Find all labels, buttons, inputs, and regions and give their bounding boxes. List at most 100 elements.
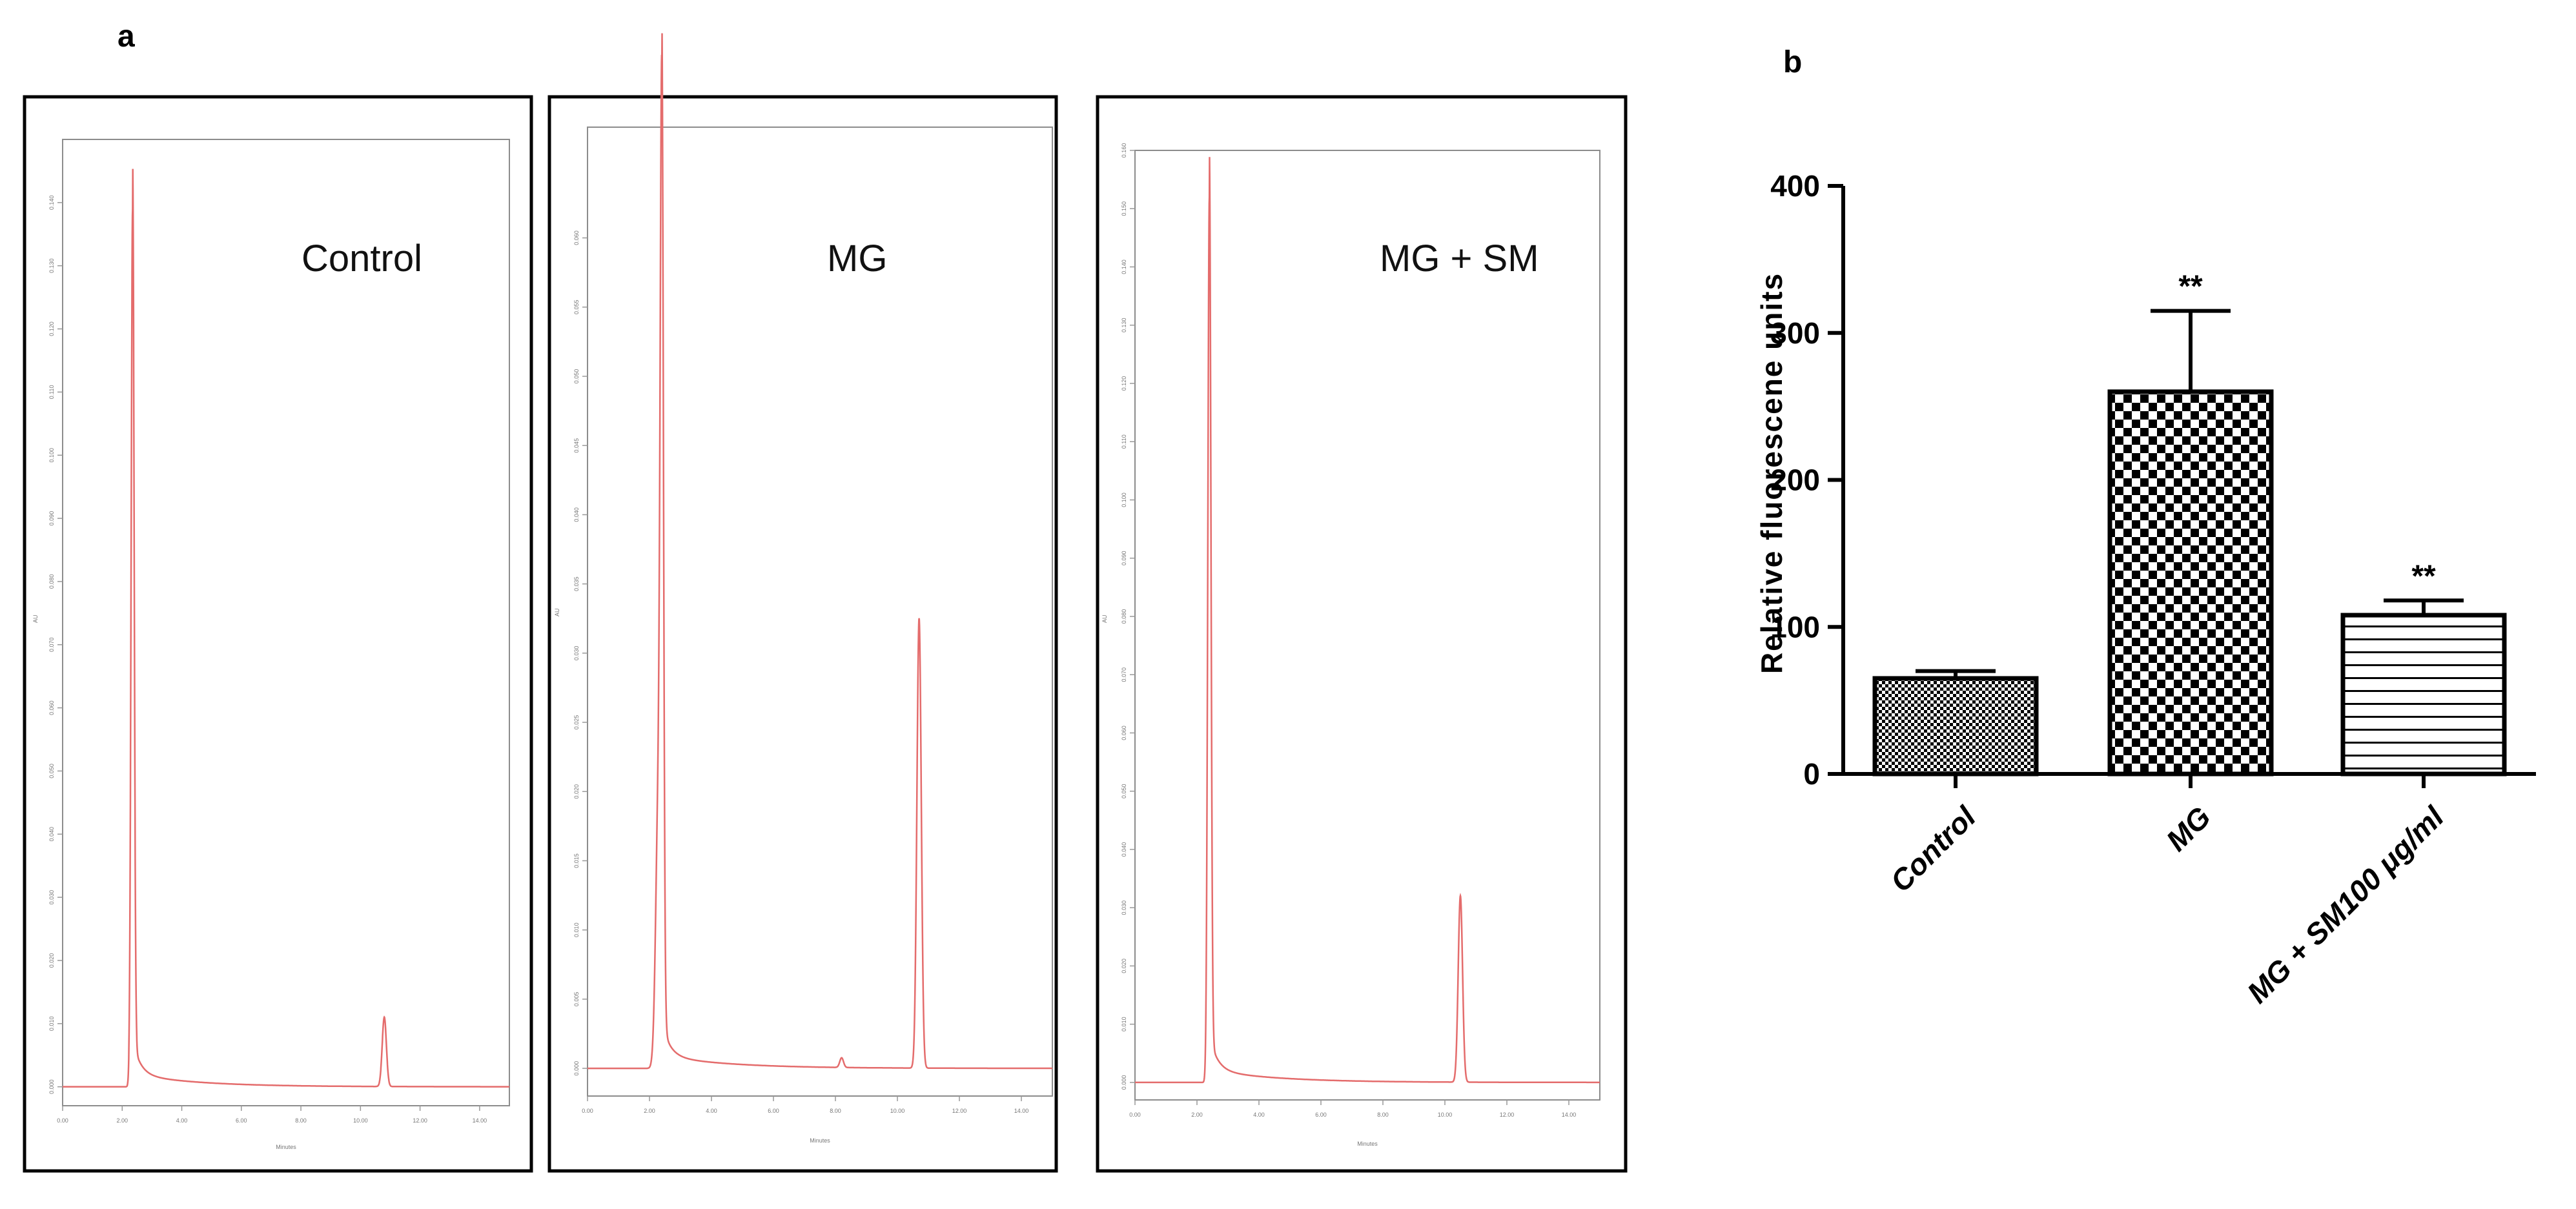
- chromatogram-control-xlabel: Minutes: [276, 1144, 296, 1150]
- chromatogram-mg-y-ticks: 0.000 0.005 0.010 0.015 0.020 0.025 0.030 0.035…: [573, 230, 588, 1075]
- y-tick-label: 0.130: [1121, 318, 1127, 332]
- y-tick-label: 0.000: [48, 1079, 55, 1094]
- y-tick-label: 0.030: [1121, 900, 1127, 915]
- y-tick-label: 0.035: [573, 576, 580, 591]
- y-tick-label: 0.090: [48, 511, 55, 526]
- x-tick-label: 0.00: [582, 1108, 593, 1114]
- y-tick-label: 0.140: [48, 196, 55, 210]
- y-tick-label: 0.030: [573, 646, 580, 661]
- bar-chart-y-tick-label: 200: [1770, 463, 1820, 497]
- chromatogram-mg: 0.000 0.005 0.010 0.015 0.020 0.025 0.030 0.035…: [547, 33, 1058, 1173]
- y-tick-label: 0.040: [48, 827, 55, 842]
- y-tick-label: 0.050: [1121, 784, 1127, 798]
- bar-chart-y-tick-label: 0: [1803, 757, 1820, 791]
- bar-chart-bar: [2340, 613, 2507, 777]
- y-tick-label: 0.020: [48, 953, 55, 968]
- x-tick-label: 4.00: [1253, 1112, 1265, 1118]
- x-tick-label: 10.00: [890, 1108, 905, 1114]
- x-tick-label: 14.00: [473, 1117, 487, 1124]
- chromatogram-mg-sm-border: [1096, 95, 1628, 1173]
- y-tick-label: 0.070: [48, 637, 55, 652]
- y-tick-label: 0.080: [1121, 609, 1127, 624]
- x-tick-label: 6.00: [1315, 1112, 1327, 1118]
- y-tick-label: 0.110: [48, 385, 55, 399]
- x-tick-label: 8.00: [830, 1108, 841, 1114]
- y-tick-label: 0.100: [48, 448, 55, 463]
- bar-chart-bar: [2107, 389, 2274, 777]
- y-tick-label: 0.130: [48, 258, 55, 273]
- panel-a-letter: a: [118, 19, 135, 54]
- x-tick-label: 2.00: [1191, 1112, 1203, 1118]
- chromatogram-mg-ylabel: AU: [554, 608, 560, 616]
- y-tick-label: 0.060: [48, 700, 55, 715]
- bar-chart-significance: **: [2178, 270, 2203, 304]
- y-tick-label: 0.045: [573, 438, 580, 453]
- y-tick-label: 0.055: [573, 300, 580, 314]
- y-tick-label: 0.120: [1121, 376, 1127, 391]
- y-tick-label: 0.040: [1121, 842, 1127, 857]
- y-tick-label: 0.100: [1121, 493, 1127, 507]
- bar-chart-bars: ** **: [1872, 270, 2507, 777]
- bar-chart-y-ticks: 0 100 200 300 400: [1770, 169, 1843, 791]
- bar-chart: Relative fluorescene units 0 100 200 300 400…: [1755, 169, 2536, 1010]
- y-tick-label: 0.000: [573, 1061, 580, 1076]
- y-tick-label: 0.090: [1121, 551, 1127, 565]
- y-tick-label: 0.020: [1121, 959, 1127, 973]
- y-tick-label: 0.005: [573, 992, 580, 1007]
- chromatogram-mg-border: [547, 95, 1058, 1173]
- bar-chart-y-tick-label: 300: [1770, 316, 1820, 350]
- x-tick-label: 12.00: [1500, 1112, 1515, 1118]
- chromatogram-control-border: [23, 95, 533, 1173]
- chromatogram-control: 0.000 0.010 0.020 0.030 0.040 0.050 0.060 0.070…: [23, 95, 533, 1173]
- y-tick-label: 0.050: [573, 369, 580, 384]
- y-tick-label: 0.160: [1121, 143, 1127, 158]
- chromatogram-control-ylabel: AU: [32, 615, 39, 623]
- x-tick-label: 6.00: [236, 1117, 247, 1124]
- bar-chart-ylabel: Relative fluorescene units: [1755, 272, 1788, 674]
- chromatogram-control-x-ticks: 0.00 2.00 4.00 6.00 8.00 10.00 12.00 14.00: [57, 1106, 487, 1124]
- y-tick-label: 0.140: [1121, 259, 1127, 274]
- y-tick-label: 0.120: [48, 321, 55, 336]
- chromatogram-mg-sm-plot-frame: [1134, 150, 1600, 1101]
- y-tick-label: 0.030: [48, 890, 55, 905]
- y-tick-label: 0.025: [573, 715, 580, 730]
- chromatogram-mg-plot-frame: [587, 127, 1053, 1097]
- bar-chart-significance: **: [2411, 559, 2436, 593]
- chromatogram-mg-sm-x-ticks: 0.00 2.00 4.00 6.00 8.00 10.00 12.00 14.00: [1129, 1100, 1576, 1118]
- y-tick-label: 0.040: [573, 507, 580, 522]
- y-tick-label: 0.070: [1121, 667, 1127, 682]
- panel-b-letter: b: [1783, 45, 1802, 79]
- bar-chart-category-label: MG: [2160, 800, 2217, 857]
- y-tick-label: 0.050: [48, 764, 55, 778]
- chromatogram-mg-xlabel: Minutes: [810, 1137, 830, 1144]
- x-tick-label: 14.00: [1562, 1112, 1577, 1118]
- chromatogram-mg-sm-title: MG + SM: [1380, 238, 1539, 279]
- chromatogram-mg-title: MG: [827, 238, 887, 279]
- bar-chart-x-labels: Control MG MG + SM100 μg/ml: [1884, 774, 2451, 1010]
- x-tick-label: 14.00: [1014, 1108, 1029, 1114]
- y-tick-label: 0.010: [573, 922, 580, 937]
- chromatogram-mg-sm-xlabel: Minutes: [1357, 1141, 1378, 1147]
- chromatogram-mg-sm: 0.000 0.010 0.020 0.030 0.040 0.050 0.060 0.070…: [1096, 95, 1628, 1173]
- y-tick-label: 0.015: [573, 853, 580, 868]
- bar-chart-bar: [1872, 676, 2039, 777]
- x-tick-label: 12.00: [413, 1117, 427, 1124]
- x-tick-label: 2.00: [644, 1108, 655, 1114]
- y-tick-label: 0.060: [573, 230, 580, 245]
- chromatogram-mg-sm-y-ticks: 0.000 0.010 0.020 0.030 0.040 0.050 0.060 0.070…: [1121, 143, 1135, 1090]
- bar-chart-category-label: MG + SM100 μg/ml: [2240, 799, 2451, 1010]
- x-tick-label: 10.00: [353, 1117, 368, 1124]
- chromatogram-control-plot-frame: [62, 139, 510, 1106]
- y-tick-label: 0.110: [1121, 434, 1127, 449]
- y-tick-label: 0.060: [1121, 726, 1127, 740]
- x-tick-label: 4.00: [176, 1117, 188, 1124]
- y-tick-label: 0.010: [48, 1017, 55, 1031]
- y-tick-label: 0.150: [1121, 201, 1127, 216]
- x-tick-label: 6.00: [768, 1108, 779, 1114]
- bar-chart-category-label: Control: [1884, 799, 1983, 898]
- x-tick-label: 8.00: [295, 1117, 307, 1124]
- chromatogram-mg-sm-ylabel: AU: [1101, 615, 1108, 623]
- chromatogram-control-trace: [63, 168, 509, 1088]
- y-tick-label: 0.010: [1121, 1017, 1127, 1031]
